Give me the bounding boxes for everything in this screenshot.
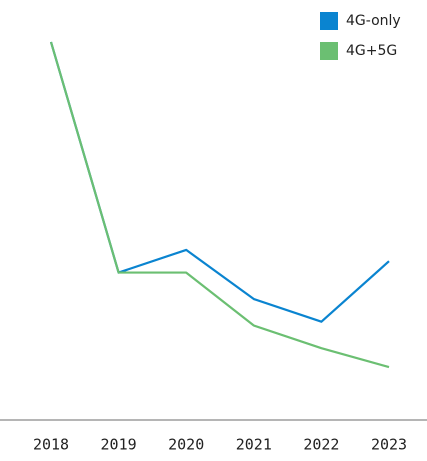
legend-label: 4G-only <box>346 13 401 29</box>
legend-swatch <box>320 42 338 60</box>
x-tick-label: 2023 <box>371 436 407 454</box>
x-tick-label: 2018 <box>33 436 69 454</box>
legend-label: 4G+5G <box>346 43 397 59</box>
x-tick-label: 2019 <box>101 436 137 454</box>
x-tick-label: 2021 <box>236 436 272 454</box>
x-tick-label: 2022 <box>303 436 339 454</box>
legend-swatch <box>320 12 338 30</box>
series-line <box>49 41 390 369</box>
series-line <box>49 41 390 323</box>
x-tick-label: 2020 <box>168 436 204 454</box>
